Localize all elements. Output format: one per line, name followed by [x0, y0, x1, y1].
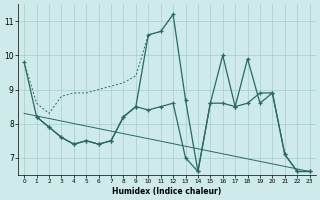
X-axis label: Humidex (Indice chaleur): Humidex (Indice chaleur) — [112, 187, 221, 196]
